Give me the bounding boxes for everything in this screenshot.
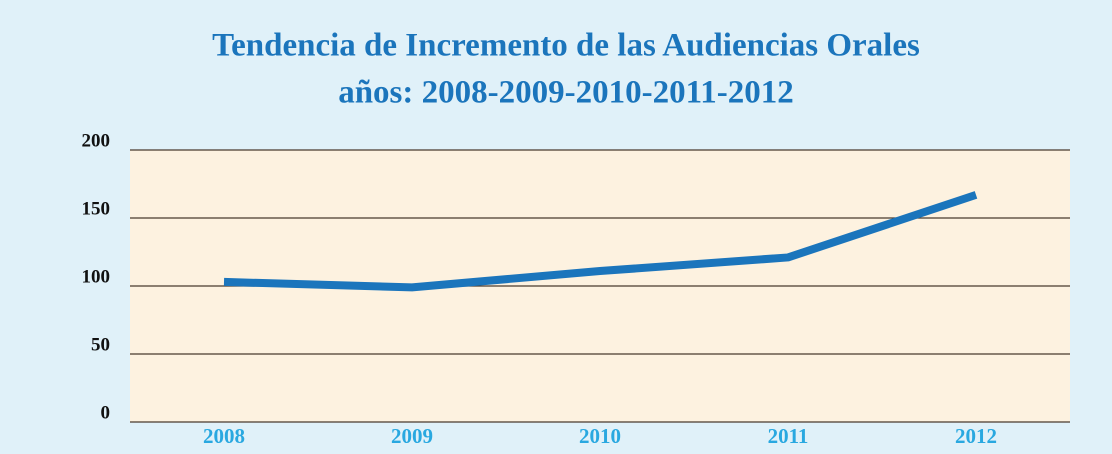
data-line: [223, 191, 978, 292]
x-tick-label: 2010: [579, 424, 621, 448]
chart-title: años: 2008-2009-2010-2011-2012: [338, 75, 794, 111]
x-tick-label: 2011: [768, 424, 809, 448]
y-tick-label: 0: [101, 402, 111, 423]
y-tick-label: 200: [82, 130, 111, 151]
x-tick-label: 2008: [203, 424, 245, 448]
x-tick-label: 2012: [955, 424, 997, 448]
x-tick-label: 2009: [391, 424, 433, 448]
y-tick-label: 150: [82, 198, 111, 219]
y-tick-label: 50: [91, 334, 110, 355]
y-tick-label: 100: [82, 266, 111, 287]
chart-title: Tendencia de Incremento de las Audiencia…: [212, 28, 920, 64]
